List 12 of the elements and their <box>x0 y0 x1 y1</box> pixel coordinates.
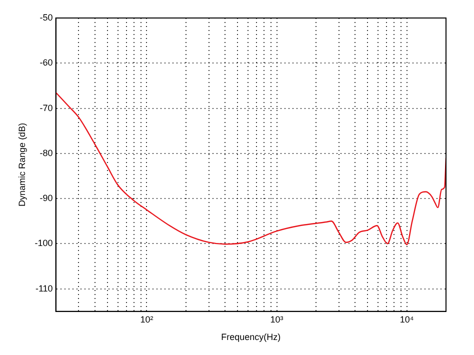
y-tick-label: -90 <box>40 193 53 204</box>
y-tick-label: -100 <box>34 238 53 248</box>
x-tick-label: 10⁴ <box>400 314 414 324</box>
x-axis-title: Frequency(Hz) <box>221 332 281 342</box>
x-tick-label: 10³ <box>270 314 284 324</box>
y-tick-label: -110 <box>35 283 53 294</box>
y-tick-label: -50 <box>40 12 53 22</box>
y-tick-label: -60 <box>40 58 53 68</box>
y-tick-label: -80 <box>40 148 53 158</box>
y-tick-label: -70 <box>40 102 53 113</box>
x-tick-label: 10² <box>140 314 154 324</box>
y-axis-title: Dynamic Range (dB) <box>16 122 27 206</box>
